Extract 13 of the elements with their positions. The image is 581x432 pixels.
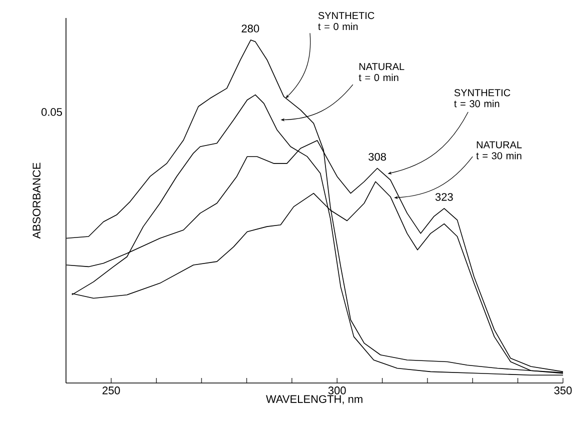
x-axis-title: WAVELENGTH, nm [266, 395, 362, 404]
x-tick-label: 250 [102, 386, 120, 394]
text: 0.05 [41, 108, 62, 116]
annotation: 280 [242, 24, 260, 32]
y-axis-title: ABSORBANCE [32, 162, 40, 239]
text: SYNTHETIC t = 30 min [454, 89, 510, 108]
x-tick-label: 350 [554, 386, 572, 394]
text: SYNTHETIC t = 0 min [318, 12, 374, 30]
annotation: 323 [435, 193, 453, 201]
text: NATURAL t = 30 min [476, 141, 522, 160]
x-tick-label: 300 [328, 386, 346, 394]
text: NATURAL t = 0 min [358, 63, 404, 82]
annotation: 308 [368, 152, 386, 161]
